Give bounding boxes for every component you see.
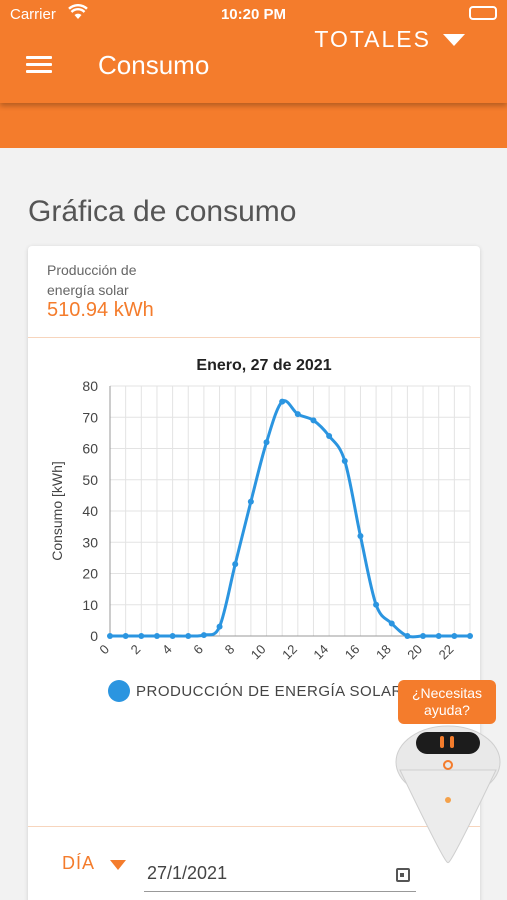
y-tick-label: 10 (82, 597, 98, 613)
period-selector[interactable]: DÍA (62, 853, 96, 873)
calendar-icon[interactable] (396, 868, 410, 882)
battery-icon (469, 6, 497, 20)
x-tick-label: 0 (96, 642, 112, 658)
x-tick-label: 6 (190, 642, 206, 658)
data-point (435, 633, 442, 639)
x-tick-label: 10 (248, 642, 269, 663)
data-point (138, 633, 145, 639)
data-point (467, 633, 473, 639)
menu-icon[interactable] (26, 56, 52, 74)
status-bar: Carrier 10:20 PM (0, 0, 507, 30)
sub-header (0, 103, 507, 148)
legend-label: PRODUCCIÓN DE ENERGÍA SOLAR (136, 683, 403, 700)
y-tick-label: 40 (82, 503, 98, 519)
legend-marker (108, 680, 130, 702)
y-axis-label: Consumo [kWh] (49, 461, 65, 561)
totales-dropdown[interactable]: TOTALES (314, 26, 467, 53)
date-value: 27/1/2021 (147, 863, 228, 883)
data-point (232, 561, 239, 568)
x-tick-label: 8 (222, 642, 238, 658)
help-widget[interactable]: ¿Necesitas ayuda? (390, 680, 507, 870)
data-point (185, 633, 192, 639)
section-title: Gráfica de consumo (28, 195, 297, 228)
divider (28, 826, 480, 827)
data-point (200, 632, 207, 639)
data-point (153, 633, 160, 639)
x-tick-label: 22 (436, 642, 457, 663)
data-point (357, 533, 364, 539)
caret-down-icon[interactable] (110, 860, 126, 870)
page-title: Consumo (98, 50, 210, 80)
data-point (216, 623, 223, 630)
x-tick-label: 2 (128, 642, 144, 658)
help-bubble[interactable]: ¿Necesitas ayuda? (398, 680, 496, 724)
chart-title: Enero, 27 de 2021 (196, 357, 331, 374)
y-tick-label: 30 (82, 534, 98, 550)
app-bar: Carrier 10:20 PM Consumo TOTALES (0, 0, 507, 103)
data-point (420, 633, 427, 639)
x-tick-label: 16 (342, 642, 363, 663)
data-point (404, 633, 411, 639)
data-point (247, 498, 254, 505)
x-tick-label: 12 (279, 642, 300, 663)
robot-mascot-icon[interactable] (390, 720, 507, 870)
summary-label: Producción de energía solar (47, 262, 137, 298)
wifi-icon (68, 4, 88, 24)
data-point (451, 633, 458, 639)
y-tick-label: 60 (82, 441, 98, 457)
consumption-chart: Enero, 27 de 2021 0 10 20 30 40 50 60 70 80 0 2 4 6 8 1… (28, 338, 480, 723)
x-tick-label: 14 (310, 642, 331, 663)
date-input[interactable]: 27/1/2021 (144, 860, 416, 892)
y-tick-label: 0 (90, 628, 98, 644)
data-point (388, 620, 395, 627)
data-point (310, 417, 317, 424)
summary-value: 510.94 kWh (47, 299, 154, 321)
x-tick-label: 4 (159, 642, 175, 658)
totales-label: TOTALES (314, 26, 431, 52)
series-line (109, 399, 470, 639)
data-point (107, 633, 113, 639)
x-tick-label: 20 (404, 642, 425, 663)
data-point (294, 411, 301, 418)
carrier-label: Carrier (10, 6, 56, 23)
chevron-down-icon[interactable] (443, 34, 465, 46)
data-point (326, 433, 333, 439)
divider (28, 337, 480, 338)
consumption-card: Producción de energía solar 510.94 kWh E… (28, 246, 480, 900)
y-tick-label: 50 (82, 472, 98, 488)
data-point (279, 398, 286, 405)
data-point (263, 439, 270, 446)
y-tick-label: 80 (82, 378, 98, 394)
x-tick-label: 18 (373, 642, 394, 663)
data-point (373, 601, 380, 608)
data-point (122, 633, 129, 639)
data-point (169, 633, 176, 639)
y-tick-label: 70 (82, 409, 98, 425)
data-point (341, 458, 348, 464)
status-time: 10:20 PM (220, 6, 287, 23)
y-tick-label: 20 (82, 566, 98, 582)
